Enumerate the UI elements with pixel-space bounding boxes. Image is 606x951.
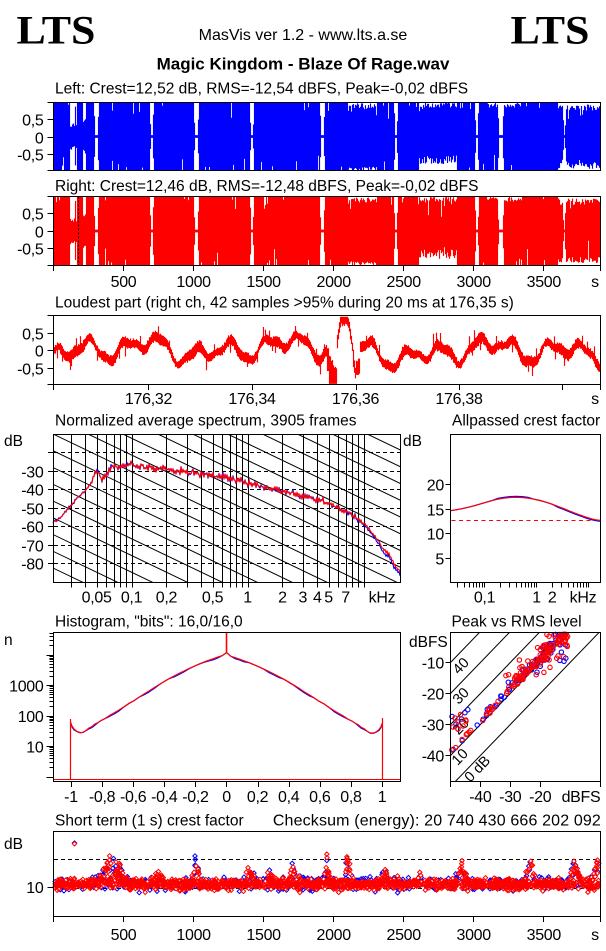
svg-text:4: 4 — [313, 590, 322, 607]
svg-text:s: s — [591, 391, 599, 408]
svg-text:-40: -40 — [21, 482, 44, 499]
svg-text:-30: -30 — [499, 789, 522, 806]
svg-text:1500: 1500 — [246, 927, 281, 944]
svg-text:2500: 2500 — [386, 274, 421, 291]
svg-text:500: 500 — [111, 274, 137, 291]
svg-text:0,05: 0,05 — [82, 590, 112, 607]
svg-text:176,34: 176,34 — [228, 391, 276, 408]
svg-text:0,5: 0,5 — [202, 590, 224, 607]
svg-text:-10: -10 — [422, 655, 445, 672]
svg-text:Magic Kingdom - Blaze Of Rage.: Magic Kingdom - Blaze Of Rage.wav — [157, 55, 450, 74]
svg-text:-0,6: -0,6 — [120, 789, 147, 806]
svg-text:s: s — [591, 274, 599, 291]
svg-text:10: 10 — [26, 880, 44, 897]
svg-text:0,5: 0,5 — [22, 326, 44, 343]
svg-text:1500: 1500 — [246, 274, 281, 291]
svg-text:Allpassed crest factor: Allpassed crest factor — [452, 413, 600, 430]
svg-text:3000: 3000 — [456, 927, 491, 944]
svg-text:5: 5 — [435, 551, 444, 568]
svg-text:-70: -70 — [21, 538, 44, 555]
svg-text:1000: 1000 — [176, 927, 211, 944]
svg-text:-20: -20 — [422, 686, 445, 703]
svg-text:3: 3 — [298, 590, 307, 607]
svg-text:Left: Crest=12,52 dB, RMS=-12,: Left: Crest=12,52 dB, RMS=-12,54 dBFS, P… — [55, 81, 468, 98]
svg-text:Loudest part (right ch, 42 sam: Loudest part (right ch, 42 samples >95% … — [55, 295, 514, 312]
svg-text:1000: 1000 — [9, 678, 44, 695]
svg-text:dB: dB — [4, 836, 23, 853]
svg-text:Peak vs RMS level: Peak vs RMS level — [451, 614, 581, 631]
svg-text:1: 1 — [532, 590, 541, 607]
svg-text:7: 7 — [341, 590, 350, 607]
svg-text:-50: -50 — [21, 501, 44, 518]
svg-text:5: 5 — [324, 590, 333, 607]
svg-text:-60: -60 — [21, 519, 44, 536]
svg-text:-0,4: -0,4 — [151, 789, 178, 806]
svg-text:0,4: 0,4 — [278, 789, 300, 806]
svg-text:500: 500 — [111, 927, 137, 944]
svg-text:-1: -1 — [64, 789, 78, 806]
svg-text:1: 1 — [243, 590, 252, 607]
svg-text:1: 1 — [378, 789, 387, 806]
svg-text:100: 100 — [18, 709, 44, 726]
svg-text:dBFS: dBFS — [409, 634, 448, 651]
svg-text:Normalized average spectrum, 3: Normalized average spectrum, 3905 frames — [55, 413, 357, 430]
svg-text:Checksum (energy): 20 740 430: Checksum (energy): 20 740 430 666 202 09… — [273, 813, 601, 830]
svg-text:-30: -30 — [21, 464, 44, 481]
svg-text:0,5: 0,5 — [22, 206, 44, 223]
svg-text:kHz: kHz — [570, 590, 597, 607]
svg-text:0,5: 0,5 — [22, 112, 44, 129]
svg-text:0,2: 0,2 — [156, 590, 178, 607]
svg-text:-30: -30 — [422, 717, 445, 734]
svg-text:0,2: 0,2 — [247, 789, 269, 806]
svg-text:-80: -80 — [21, 556, 44, 573]
svg-text:Short term (1 s) crest factor: Short term (1 s) crest factor — [55, 813, 244, 830]
svg-text:3000: 3000 — [456, 274, 491, 291]
svg-text:0: 0 — [222, 789, 231, 806]
svg-text:176,32: 176,32 — [125, 391, 173, 408]
svg-text:dB: dB — [4, 433, 23, 450]
svg-text:-0,2: -0,2 — [182, 789, 209, 806]
svg-text:Histogram, "bits": 16,0/16,0: Histogram, "bits": 16,0/16,0 — [55, 614, 243, 631]
svg-text:-0,8: -0,8 — [89, 789, 116, 806]
svg-text:n: n — [4, 632, 13, 649]
svg-text:3500: 3500 — [527, 274, 562, 291]
svg-text:0: 0 — [35, 130, 44, 147]
svg-text:dBFS: dBFS — [562, 789, 601, 806]
svg-text:-40: -40 — [422, 748, 445, 765]
svg-text:MasVis ver 1.2 - www.lts.a.se: MasVis ver 1.2 - www.lts.a.se — [199, 27, 408, 44]
svg-text:2: 2 — [548, 590, 557, 607]
svg-text:10: 10 — [26, 739, 44, 756]
svg-text:2000: 2000 — [316, 927, 351, 944]
svg-text:-0,5: -0,5 — [17, 361, 44, 378]
svg-text:1000: 1000 — [176, 274, 211, 291]
svg-text:-40: -40 — [469, 789, 492, 806]
svg-text:2500: 2500 — [386, 927, 421, 944]
svg-text:10: 10 — [427, 526, 445, 543]
svg-text:176,38: 176,38 — [435, 391, 483, 408]
svg-text:s: s — [591, 927, 599, 944]
svg-text:20: 20 — [427, 477, 445, 494]
svg-text:0,1: 0,1 — [121, 590, 143, 607]
svg-text:176,36: 176,36 — [332, 391, 380, 408]
svg-text:0,1: 0,1 — [474, 590, 496, 607]
svg-text:-0,5: -0,5 — [17, 241, 44, 258]
svg-text:0,8: 0,8 — [340, 789, 362, 806]
svg-text:15: 15 — [427, 502, 445, 519]
svg-text:0: 0 — [35, 343, 44, 360]
svg-text:2: 2 — [278, 590, 287, 607]
svg-text:LTS: LTS — [17, 8, 96, 53]
svg-text:-0,5: -0,5 — [17, 147, 44, 164]
svg-text:2000: 2000 — [316, 274, 351, 291]
svg-text:Right: Crest=12,46 dB, RMS=-12: Right: Crest=12,46 dB, RMS=-12,48 dBFS, … — [55, 178, 478, 195]
svg-text:0,6: 0,6 — [309, 789, 331, 806]
svg-text:0: 0 — [35, 224, 44, 241]
svg-text:dB: dB — [403, 433, 422, 450]
svg-text:3500: 3500 — [527, 927, 562, 944]
svg-text:kHz: kHz — [369, 590, 396, 607]
svg-text:-20: -20 — [529, 789, 552, 806]
svg-text:LTS: LTS — [511, 8, 590, 53]
